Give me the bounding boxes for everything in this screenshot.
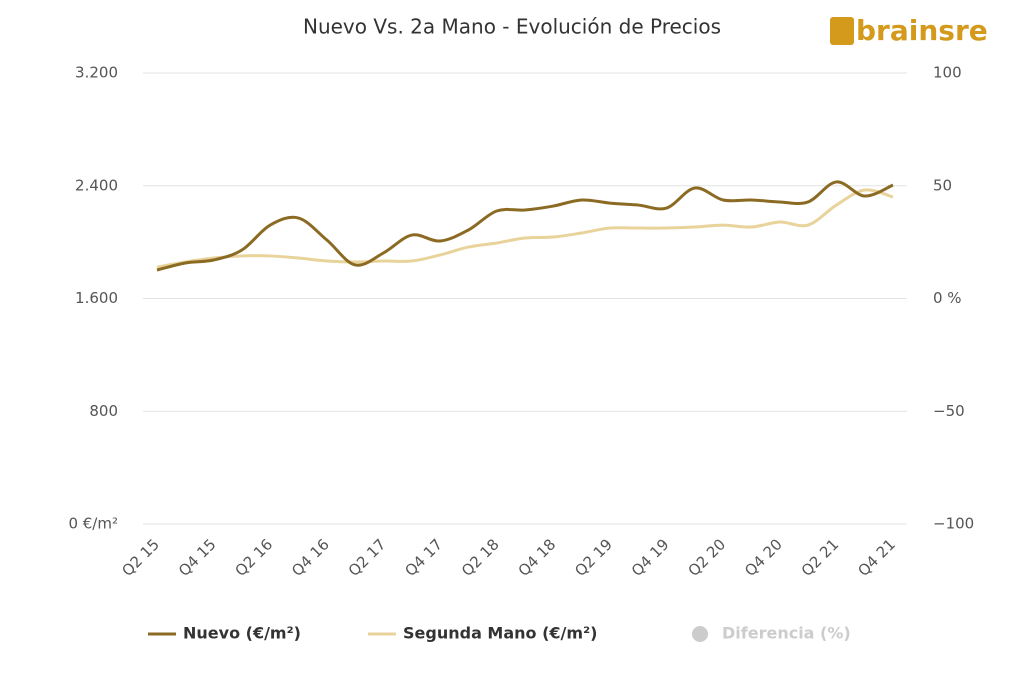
x-tick-label: Q4 19 [628,535,673,580]
chart-title: Nuevo Vs. 2a Mano - Evolución de Precios [303,15,721,39]
x-tick-label: Q4 17 [401,535,446,580]
x-tick-label: Q2 15 [118,535,163,580]
x-tick-label: Q2 18 [458,535,503,580]
logo-text: brainsre [856,14,988,47]
y-tick-label: 3.200 [75,64,118,82]
x-tick-label: Q2 16 [232,535,277,580]
x-tick-label: Q4 18 [515,535,560,580]
x-tick-label: Q4 21 [854,535,899,580]
y-tick-label: 800 [89,402,118,420]
logo-icon [830,17,854,45]
legend-label: Segunda Mano (€/m²) [403,624,597,643]
y2-tick-label: 0 % [933,289,962,307]
x-tick-label: Q4 15 [175,535,220,580]
x-tick-label: Q2 20 [684,535,729,580]
x-tick-label: Q4 16 [288,535,333,580]
series-line [156,188,894,269]
logo: brainsre [830,14,988,47]
x-tick-label: Q2 19 [571,535,616,580]
y2-tick-label: 100 [933,64,962,82]
y2-tick-label: −50 [933,402,965,420]
legend-item: Diferencia (%) [692,624,851,643]
y-tick-label: 1.600 [75,289,118,307]
series-line [156,180,894,272]
x-tick-label: Q4 20 [741,535,786,580]
y-tick-label: 0 €/m² [68,515,118,533]
legend-item: Nuevo (€/m²) [148,624,301,643]
legend-label: Nuevo (€/m²) [183,624,301,643]
y-tick-label: 2.400 [75,176,118,194]
legend-item: Segunda Mano (€/m²) [368,624,597,643]
legend-symbol [692,626,708,642]
y2-tick-label: 50 [933,176,952,194]
legend-label: Diferencia (%) [722,624,851,643]
x-tick-label: Q2 17 [345,535,390,580]
y2-tick-label: −100 [933,515,974,533]
x-tick-label: Q2 21 [798,535,843,580]
